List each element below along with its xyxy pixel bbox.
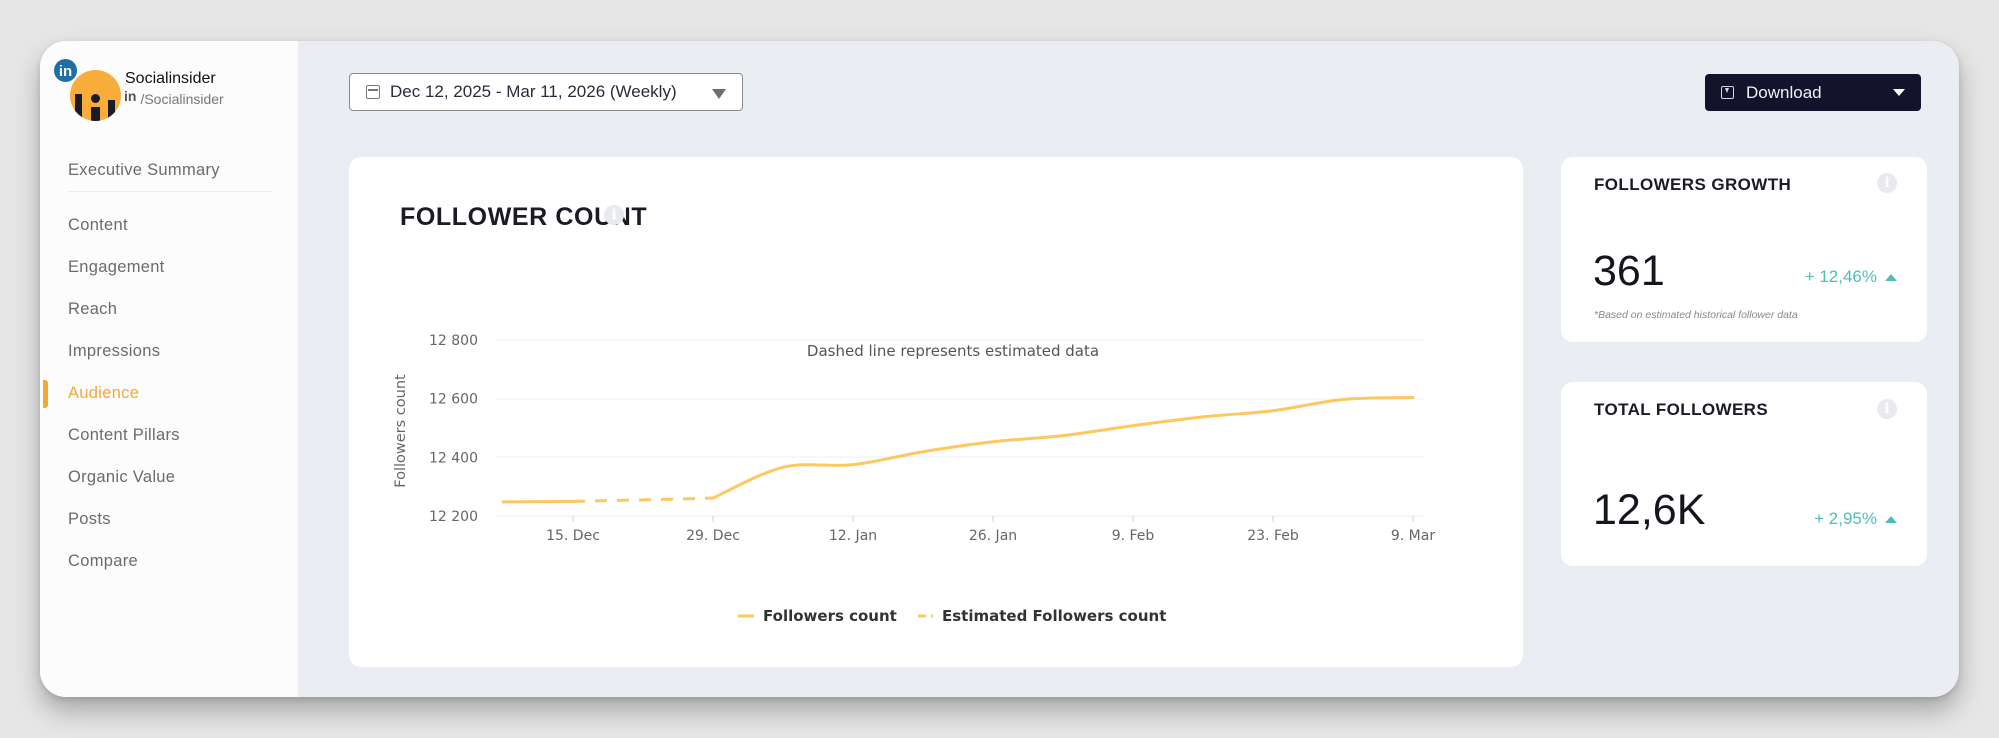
follower-count-card: FOLLOWER COUNT i Dashed line represents …	[349, 157, 1523, 667]
svg-text:12 200: 12 200	[429, 509, 478, 525]
svg-text:12. Jan: 12. Jan	[829, 528, 877, 544]
legend-item-estimated-followers[interactable]: Estimated Followers count	[918, 607, 1166, 625]
estimated-followers-line	[572, 496, 714, 503]
sidebar: in Socialinsider in/Socialinsider Execut…	[40, 41, 298, 697]
app-window: in Socialinsider in/Socialinsider Execut…	[40, 41, 1959, 697]
nav-divider	[68, 191, 272, 192]
handle-text: /Socialinsider	[140, 91, 224, 107]
trend-up-icon	[1885, 273, 1897, 281]
download-icon	[1721, 86, 1734, 99]
followers-growth-value: 361	[1593, 247, 1665, 295]
change-percent: + 2,95%	[1814, 509, 1877, 528]
total-followers-value: 12,6K	[1593, 486, 1706, 534]
change-percent: + 12,46%	[1804, 267, 1877, 286]
followers-line	[711, 395, 1415, 500]
sidebar-item-engagement[interactable]: Engagement	[68, 258, 165, 276]
chevron-down-icon	[712, 89, 726, 99]
y-axis-labels: 12 200 12 400 12 600 12 800	[429, 333, 478, 525]
followers-line-segment	[501, 499, 575, 504]
sidebar-item-compare[interactable]: Compare	[68, 552, 138, 570]
svg-text:Followers count: Followers count	[763, 607, 897, 625]
info-icon[interactable]: i	[1877, 399, 1897, 419]
svg-text:9. Mar: 9. Mar	[1391, 528, 1435, 544]
y-axis-title: Followers count	[393, 374, 409, 488]
followers-growth-title: FOLLOWERS GROWTH	[1594, 175, 1792, 194]
date-range-picker[interactable]: Dec 12, 2025 - Mar 11, 2026 (Weekly)	[349, 73, 743, 111]
svg-text:26. Jan: 26. Jan	[969, 528, 1017, 544]
followers-growth-change: + 12,46%	[1805, 267, 1897, 287]
grid-lines	[495, 339, 1423, 517]
svg-text:15. Dec: 15. Dec	[546, 528, 600, 544]
sidebar-item-posts[interactable]: Posts	[68, 510, 111, 528]
calendar-icon	[366, 85, 380, 99]
svg-text:9. Feb: 9. Feb	[1112, 528, 1155, 544]
sidebar-item-content[interactable]: Content	[68, 216, 128, 234]
total-followers-title: TOTAL FOLLOWERS	[1594, 400, 1769, 419]
linkedin-small-icon: in	[124, 88, 137, 104]
chart-legend: Followers count Estimated Followers coun…	[738, 607, 1166, 625]
follower-line-chart: Dashed line represents estimated data 12…	[393, 333, 1435, 625]
estimate-footnote: *Based on estimated historical follower …	[1594, 309, 1798, 321]
total-followers-change: + 2,95%	[1814, 509, 1897, 529]
profile-name: Socialinsider	[125, 70, 216, 87]
svg-text:29. Dec: 29. Dec	[686, 528, 740, 544]
trend-up-icon	[1885, 515, 1897, 523]
sidebar-item-reach[interactable]: Reach	[68, 300, 118, 318]
chart-subtitle: Dashed line represents estimated data	[807, 342, 1099, 360]
profile-header[interactable]: in Socialinsider in/Socialinsider	[40, 41, 298, 131]
avatar	[70, 70, 121, 121]
svg-text:Estimated Followers count: Estimated Followers count	[942, 607, 1166, 625]
download-label: Download	[1746, 82, 1822, 102]
total-followers-card: TOTAL FOLLOWERS i 12,6K + 2,95%	[1561, 382, 1927, 566]
svg-text:12 600: 12 600	[429, 392, 478, 408]
sidebar-nav: Executive Summary Content Engagement Rea…	[40, 149, 298, 582]
svg-text:12 400: 12 400	[429, 450, 478, 466]
svg-text:23. Feb: 23. Feb	[1247, 528, 1299, 544]
legend-item-followers[interactable]: Followers count	[738, 607, 897, 625]
sidebar-item-audience[interactable]: Audience	[40, 372, 298, 414]
info-icon[interactable]: i	[1877, 173, 1897, 193]
info-icon[interactable]: i	[604, 205, 624, 225]
x-axis-labels: 15. Dec 29. Dec 12. Jan 26. Jan 9. Feb 23. Fe…	[546, 516, 1435, 544]
profile-handle: in/Socialinsider	[124, 88, 224, 107]
sidebar-item-impressions[interactable]: Impressions	[68, 342, 161, 360]
svg-text:12 800: 12 800	[429, 333, 478, 349]
sidebar-item-content-pillars[interactable]: Content Pillars	[68, 426, 180, 444]
date-range-label: Dec 12, 2025 - Mar 11, 2026 (Weekly)	[390, 82, 677, 101]
download-button[interactable]: Download	[1705, 74, 1921, 111]
followers-growth-card: FOLLOWERS GROWTH i 361 + 12,46% *Based o…	[1561, 157, 1927, 342]
sidebar-item-executive-summary[interactable]: Executive Summary	[68, 161, 220, 179]
linkedin-icon: in	[52, 57, 79, 84]
sidebar-item-organic-value[interactable]: Organic Value	[68, 468, 176, 486]
download-dropdown-caret-icon[interactable]	[1893, 89, 1905, 96]
